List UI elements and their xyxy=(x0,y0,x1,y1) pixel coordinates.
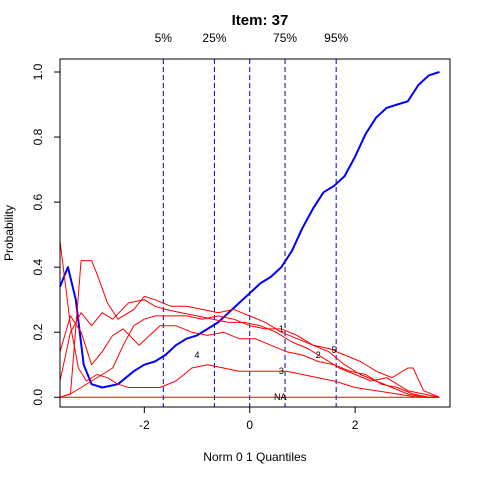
option-curve-1 xyxy=(59,315,440,398)
x-tick-label: 2 xyxy=(352,418,359,432)
y-tick-label: 0.0 xyxy=(31,389,45,406)
curve-label: 2 xyxy=(316,350,321,360)
curve-label: 3 xyxy=(279,366,284,376)
x-axis-label: Norm 0 1 Quantiles xyxy=(203,450,306,464)
curve-label: 1 xyxy=(279,324,284,334)
curve-label: 5 xyxy=(332,345,337,355)
quantile-label: 95% xyxy=(324,31,348,45)
y-tick-label: 0.6 xyxy=(31,193,45,210)
y-axis: 0.0 0.2 0.4 0.6 0.8 1.0 xyxy=(31,63,60,406)
y-axis-label: Probability xyxy=(2,205,16,261)
curve-label: NA xyxy=(274,392,287,402)
option-curve-3 xyxy=(59,241,440,398)
series-group xyxy=(59,71,440,398)
plot-frame xyxy=(59,58,451,408)
x-tick-label: 0 xyxy=(246,418,253,432)
option-curve-4 xyxy=(59,299,440,398)
quantile-lines: 5% 25% 75% 95% xyxy=(155,31,348,407)
quantile-label: 25% xyxy=(202,31,226,45)
quantile-label: 75% xyxy=(273,31,297,45)
option-curve-5 xyxy=(59,260,440,398)
chart-title: Item: 37 xyxy=(232,12,289,29)
quantile-label: 5% xyxy=(155,31,173,45)
y-tick-label: 0.8 xyxy=(31,128,45,145)
y-tick-label: 1.0 xyxy=(31,63,45,80)
y-tick-label: 0.2 xyxy=(31,324,45,341)
option-curve-2 xyxy=(59,315,440,398)
curve-label: 4 xyxy=(195,350,200,360)
curve-labels: 1 2 3 4 5 NA xyxy=(195,324,337,402)
x-tick-label: -2 xyxy=(139,418,150,432)
x-axis: -2 0 2 xyxy=(139,407,359,432)
y-tick-label: 0.4 xyxy=(31,258,45,275)
